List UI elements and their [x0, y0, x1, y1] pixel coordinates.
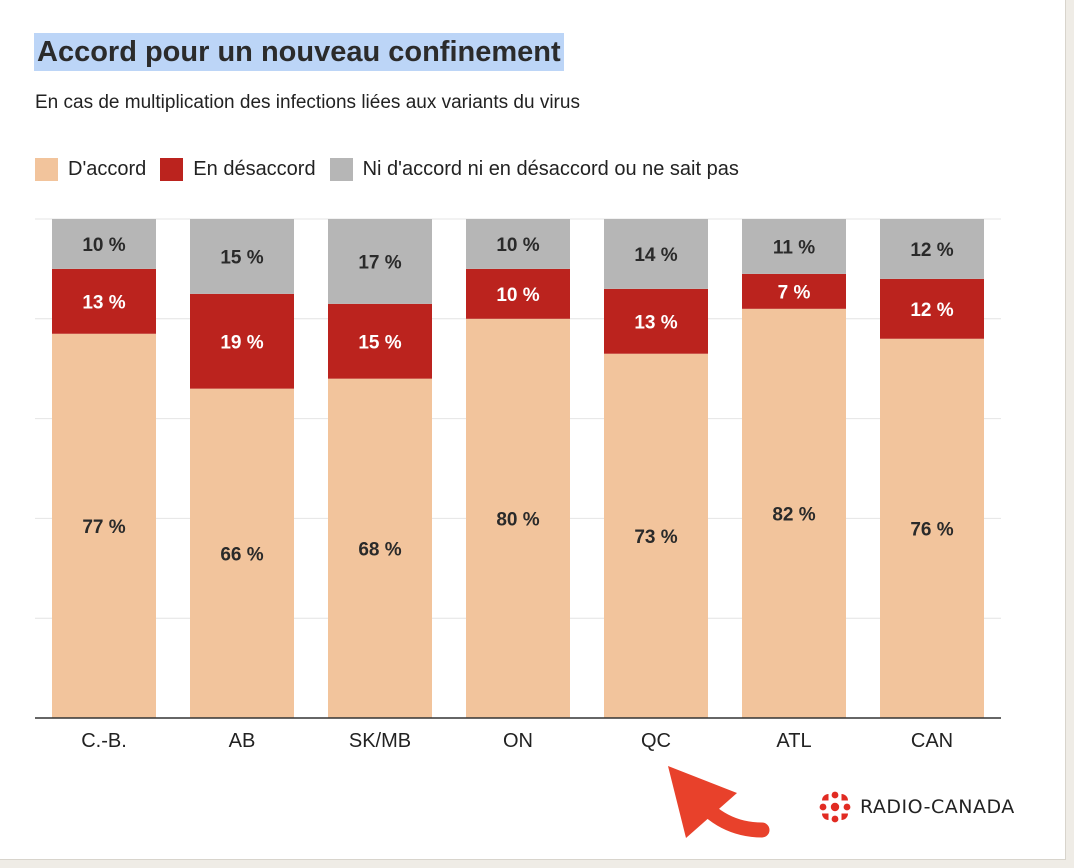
x-tick-label: ATL	[776, 730, 811, 752]
data-label: 10 %	[82, 235, 125, 256]
bar-segment	[880, 219, 984, 279]
data-label: 15 %	[358, 332, 401, 353]
bar-segment	[742, 273, 846, 309]
data-label: 14 %	[634, 245, 677, 266]
bar-segment	[880, 338, 984, 718]
x-tick-label: QC	[641, 730, 671, 752]
x-tick-label: ON	[503, 730, 533, 752]
bar-segment	[466, 318, 570, 718]
bar-segment	[190, 219, 294, 294]
legend-label-desaccord: En désaccord	[193, 158, 316, 180]
x-tick-label: C.-B.	[81, 730, 127, 752]
data-label: 17 %	[358, 252, 401, 273]
bar-segment	[52, 333, 156, 718]
data-label: 80 %	[496, 509, 539, 530]
legend: D'accord En désaccord Ni d'accord ni en …	[35, 158, 739, 181]
data-label: 10 %	[496, 235, 539, 256]
bar-segment	[328, 378, 432, 718]
data-label: 7 %	[778, 282, 811, 303]
bar-segment	[190, 388, 294, 718]
bar-segment	[52, 219, 156, 269]
data-label: 73 %	[634, 527, 677, 548]
x-tick-label: CAN	[911, 730, 953, 752]
data-label: 19 %	[220, 332, 263, 353]
bar-segment	[52, 268, 156, 334]
data-label: 82 %	[772, 504, 815, 525]
legend-swatch-neutre	[329, 158, 353, 181]
bar-segment	[604, 353, 708, 718]
bar-segment	[328, 303, 432, 379]
data-label: 15 %	[220, 247, 263, 268]
bar-segment	[466, 219, 570, 269]
radio-canada-gem-icon	[819, 791, 851, 823]
x-tick-label: AB	[229, 730, 256, 752]
legend-swatch-desaccord	[160, 158, 184, 181]
x-tick-label: SK/MB	[349, 730, 411, 752]
legend-label-neutre: Ni d'accord ni en désaccord ou ne sait p…	[362, 158, 739, 180]
data-label: 66 %	[220, 544, 263, 565]
data-label: 12 %	[910, 240, 953, 261]
brand-wordmark: RADIO-CANADA	[860, 796, 1015, 818]
chart-title: Accord pour un nouveau confinement	[34, 33, 564, 71]
radio-canada-logo: RADIO-CANADA	[818, 790, 1015, 824]
bar-segment	[328, 219, 432, 304]
bar-segment	[466, 268, 570, 319]
bar-segment	[604, 288, 708, 354]
legend-item-accord: D'accord	[35, 158, 146, 181]
bar-segment	[880, 278, 984, 339]
chart-subtitle: En cas de multiplication des infections …	[35, 92, 580, 113]
data-label: 76 %	[910, 519, 953, 540]
bar-segment	[742, 219, 846, 274]
data-label: 10 %	[496, 285, 539, 306]
legend-label-accord: D'accord	[68, 158, 147, 180]
data-label: 11 %	[773, 237, 815, 258]
legend-item-desaccord: En désaccord	[160, 158, 316, 181]
data-label: 77 %	[82, 517, 125, 538]
data-label: 13 %	[82, 292, 125, 313]
bar-segment	[742, 308, 846, 718]
legend-swatch-accord	[35, 158, 58, 181]
bar-segment	[604, 219, 708, 289]
legend-item-neutre: Ni d'accord ni en désaccord ou ne sait p…	[329, 158, 739, 181]
data-label: 13 %	[634, 312, 677, 333]
data-label: 68 %	[358, 539, 401, 560]
data-label: 12 %	[910, 300, 953, 321]
bar-segment	[190, 293, 294, 389]
